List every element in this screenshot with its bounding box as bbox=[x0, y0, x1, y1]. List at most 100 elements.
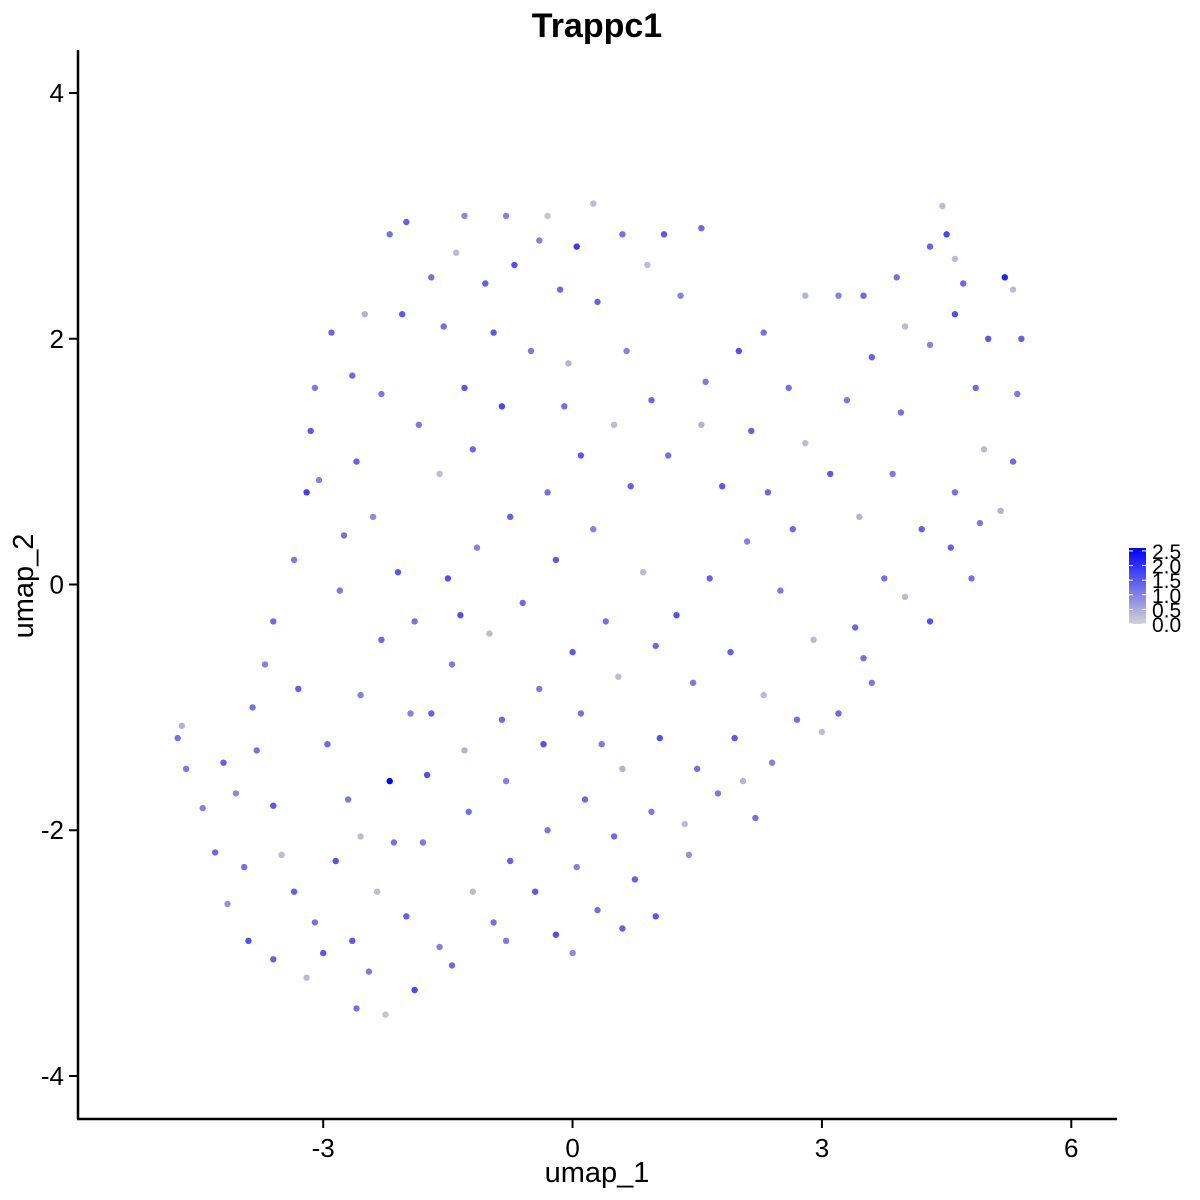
scatter-point bbox=[590, 200, 597, 207]
scatter-points bbox=[174, 200, 1025, 1018]
scatter-point bbox=[482, 280, 489, 287]
scatter-point bbox=[681, 820, 688, 828]
scatter-point bbox=[694, 765, 701, 772]
scatter-point bbox=[677, 292, 684, 299]
scatter-point bbox=[461, 212, 468, 220]
scatter-point bbox=[594, 298, 601, 306]
scatter-point bbox=[519, 599, 526, 607]
scatter-point bbox=[980, 446, 988, 453]
scatter-point bbox=[411, 986, 418, 994]
scatter-point bbox=[324, 741, 331, 748]
y-axis-ticks: -4 -2 0 2 4 bbox=[41, 78, 78, 1091]
scatter-point bbox=[270, 802, 277, 809]
scatter-point bbox=[311, 384, 319, 392]
scatter-point bbox=[290, 556, 298, 564]
scatter-point bbox=[951, 311, 959, 318]
scatter-point bbox=[835, 710, 842, 717]
scatter-point bbox=[985, 335, 992, 342]
x-tick-label: 3 bbox=[815, 1133, 829, 1163]
scatter-point bbox=[843, 397, 851, 404]
scatter-point bbox=[199, 804, 206, 812]
scatter-point bbox=[303, 489, 310, 496]
x-tick-label: 0 bbox=[565, 1133, 579, 1163]
y-tick-label: 4 bbox=[50, 78, 64, 108]
scatter-point bbox=[357, 691, 364, 699]
scatter-point bbox=[507, 857, 514, 865]
scatter-point bbox=[960, 280, 967, 287]
scatter-point bbox=[502, 212, 510, 220]
scatter-point bbox=[860, 292, 867, 299]
scatter-point bbox=[507, 513, 514, 521]
scatter-point bbox=[610, 421, 618, 428]
scatter-point bbox=[689, 679, 697, 686]
scatter-point bbox=[374, 888, 381, 895]
scatter-point bbox=[818, 728, 826, 736]
scatter-point bbox=[220, 759, 227, 766]
scatter-point bbox=[951, 489, 959, 496]
scatter-point bbox=[743, 538, 751, 545]
legend-colorbar bbox=[1129, 548, 1146, 624]
scatter-point bbox=[536, 685, 543, 693]
scatter-point bbox=[897, 409, 905, 416]
scatter-point bbox=[789, 526, 796, 533]
scatter-point bbox=[631, 876, 639, 883]
scatter-point bbox=[552, 556, 560, 564]
scatter-point bbox=[544, 212, 551, 220]
legend-tick-label: 1.5 bbox=[1152, 570, 1181, 593]
scatter-point bbox=[461, 747, 468, 754]
scatter-point bbox=[448, 661, 456, 668]
scatter-point bbox=[178, 722, 186, 729]
scatter-point bbox=[569, 949, 576, 957]
scatter-point bbox=[951, 255, 959, 263]
scatter-point bbox=[627, 483, 634, 490]
scatter-point bbox=[311, 919, 319, 926]
scatter-point bbox=[619, 231, 626, 238]
scatter-point bbox=[764, 489, 772, 496]
scatter-point bbox=[556, 286, 564, 293]
legend-ticks: 0.00.51.01.52.02.5 bbox=[1129, 541, 1181, 637]
scatter-point bbox=[232, 790, 240, 797]
scatter-point bbox=[394, 569, 402, 576]
scatter-point bbox=[947, 544, 954, 551]
scatter-point bbox=[698, 421, 705, 428]
scatter-point bbox=[315, 476, 323, 484]
scatter-point bbox=[365, 968, 373, 975]
scatter-point bbox=[361, 311, 368, 318]
scatter-point bbox=[793, 716, 801, 723]
scatter-point bbox=[698, 225, 705, 232]
legend-tick-label: 0.5 bbox=[1152, 599, 1181, 622]
scatter-point bbox=[602, 618, 609, 625]
scatter-point bbox=[532, 888, 539, 895]
scatter-point bbox=[411, 618, 418, 625]
legend-tick-label: 2.0 bbox=[1152, 556, 1181, 579]
scatter-point bbox=[544, 489, 551, 496]
scatter-point bbox=[644, 261, 651, 269]
scatter-point bbox=[997, 507, 1004, 514]
scatter-point bbox=[785, 384, 792, 392]
scatter-point bbox=[731, 734, 738, 742]
x-tick-label: 6 bbox=[1064, 1133, 1078, 1163]
x-axis-label: umap_1 bbox=[545, 1157, 650, 1189]
scatter-point bbox=[536, 237, 543, 244]
scatter-point bbox=[648, 397, 655, 404]
legend-tick-label: 0.0 bbox=[1152, 614, 1181, 637]
scatter-point bbox=[748, 427, 755, 435]
scatter-point bbox=[328, 329, 335, 336]
scatter-point bbox=[573, 863, 580, 871]
scatter-point bbox=[469, 888, 476, 895]
scatter-point bbox=[1009, 458, 1017, 465]
scatter-point bbox=[511, 261, 518, 269]
scatter-point bbox=[369, 513, 377, 521]
scatter-point bbox=[490, 919, 497, 926]
scatter-point bbox=[768, 759, 776, 766]
scatter-point bbox=[469, 446, 476, 453]
scatter-point bbox=[290, 888, 298, 895]
scatter-point bbox=[241, 863, 248, 871]
scatter-point bbox=[901, 323, 909, 330]
scatter-point bbox=[1014, 390, 1021, 398]
y-tick-label: 2 bbox=[50, 324, 64, 354]
scatter-point bbox=[569, 648, 576, 656]
x-axis-ticks: -3 0 3 6 bbox=[312, 1119, 1079, 1163]
scatter-point bbox=[340, 532, 348, 539]
